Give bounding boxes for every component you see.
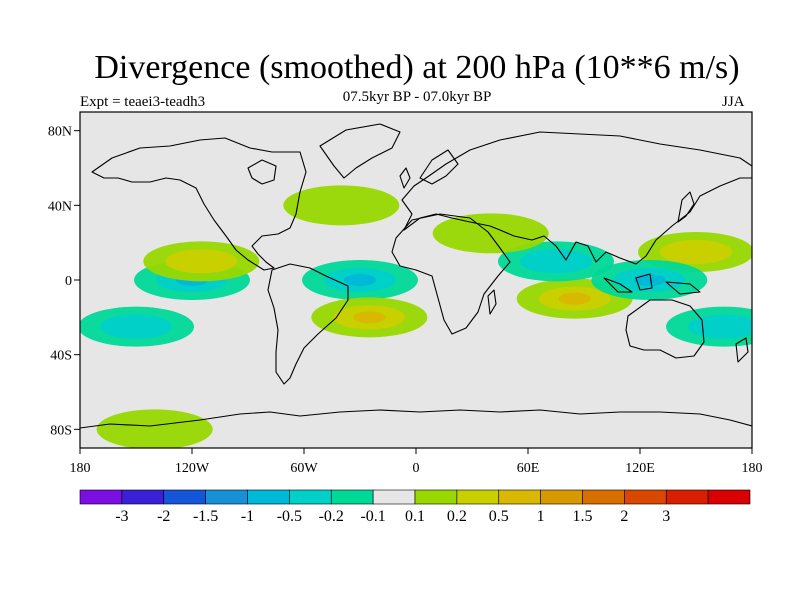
x-tick-label: 180 <box>742 461 763 476</box>
north-atlantic-positive <box>283 185 400 226</box>
southern-ocean-positive <box>96 409 213 448</box>
colorbar-swatch <box>665 489 709 505</box>
colorbar-swatch <box>582 489 625 505</box>
colorbar-label: 3 <box>662 508 671 525</box>
x-tick-label: 60E <box>517 461 540 476</box>
colorbar-label: 0.1 <box>405 508 425 525</box>
colorbar-label: 0.2 <box>446 508 467 525</box>
colorbar <box>79 489 751 505</box>
colorbar-label: -1 <box>240 508 255 525</box>
coast-indonesia-2 <box>635 273 653 291</box>
x-tick-label: 120E <box>625 461 655 476</box>
colorbar-label: -1.5 <box>192 508 219 525</box>
coast-australia <box>625 299 705 359</box>
y-tick-label: 40S <box>50 349 72 364</box>
colorbar-swatch <box>121 489 165 505</box>
y-tick-label: 0 <box>65 274 72 289</box>
coast-hudson-bay <box>247 159 277 185</box>
coast-new-zealand <box>735 337 749 363</box>
x-tick-label: 0 <box>413 461 420 476</box>
y-tick-label: 80S <box>50 423 72 438</box>
africa-positive <box>432 213 549 254</box>
x-tick-label: 120W <box>175 461 210 476</box>
colorbar-label: -0.1 <box>360 508 386 525</box>
x-tick-label: 60W <box>290 461 318 476</box>
colorbar-swatch <box>456 489 500 505</box>
y-tick-label: 40N <box>48 199 72 214</box>
colorbar-label: -2 <box>157 508 171 525</box>
colorbar-swatch <box>624 489 667 505</box>
south-pacific-negative <box>80 306 194 347</box>
coast-north-america <box>91 137 307 271</box>
colorbar-swatch <box>289 489 332 505</box>
x-tick-label: 180 <box>70 461 91 476</box>
colorbar-swatch <box>540 489 583 505</box>
colorbar-label: 1.5 <box>572 508 593 525</box>
experiment-label: Expt = teaei3-teadh3 <box>80 94 206 110</box>
colorbar-swatch <box>163 489 206 505</box>
tropical-atlantic-negative <box>302 260 418 300</box>
y-tick-label: 80N <box>48 125 72 140</box>
coast-madagascar <box>487 289 497 315</box>
east-pacific-positive <box>143 241 260 282</box>
plot-subtitle: 07.5kyr BP - 07.0kyr BP <box>342 89 492 105</box>
coast-indonesia-1 <box>603 277 633 293</box>
colorbar-swatch <box>414 489 458 505</box>
colorbar-swatch <box>330 489 374 505</box>
colorbar-label: 1 <box>536 508 545 525</box>
colorbar-swatch <box>247 489 290 505</box>
coast-japan <box>677 191 695 223</box>
colorbar-swatch <box>498 489 541 505</box>
south-west-pacific-negative <box>666 306 752 347</box>
plot-title: Divergence (smoothed) at 200 hPa (10**6 … <box>94 49 740 86</box>
season-label: JJA <box>722 94 745 110</box>
indian-ocean-positive <box>516 278 633 319</box>
coast-south-america <box>267 263 349 385</box>
colorbar-swatch <box>707 489 751 505</box>
colorbar-label: -0.2 <box>318 508 344 525</box>
colorbar-label: 2 <box>620 508 629 525</box>
axis-ticks: 180 120W 60W 0 60E 120E 180 80N 40N 0 40S 80S <box>48 125 763 476</box>
coast-eurasia <box>401 131 752 265</box>
maritime-continent-negative <box>591 260 708 300</box>
coast-greenland <box>319 123 401 179</box>
coast-uk <box>399 167 411 189</box>
divergence-field <box>80 185 752 448</box>
south-atlantic-positive <box>311 297 428 338</box>
coast-africa <box>391 213 511 335</box>
colorbar-label: -3 <box>115 508 129 525</box>
colorbar-swatch <box>79 489 123 505</box>
coastlines <box>80 123 752 429</box>
colorbar-swatch <box>205 489 248 505</box>
indian-ocean-negative <box>498 241 614 282</box>
coast-antarctica <box>80 409 752 429</box>
colorbar-label: 0.5 <box>488 508 509 525</box>
colorbar-label: -0.5 <box>276 508 303 525</box>
coast-new-guinea <box>665 281 701 295</box>
colorbar-swatch <box>372 489 416 505</box>
coast-scandinavia <box>419 149 459 185</box>
